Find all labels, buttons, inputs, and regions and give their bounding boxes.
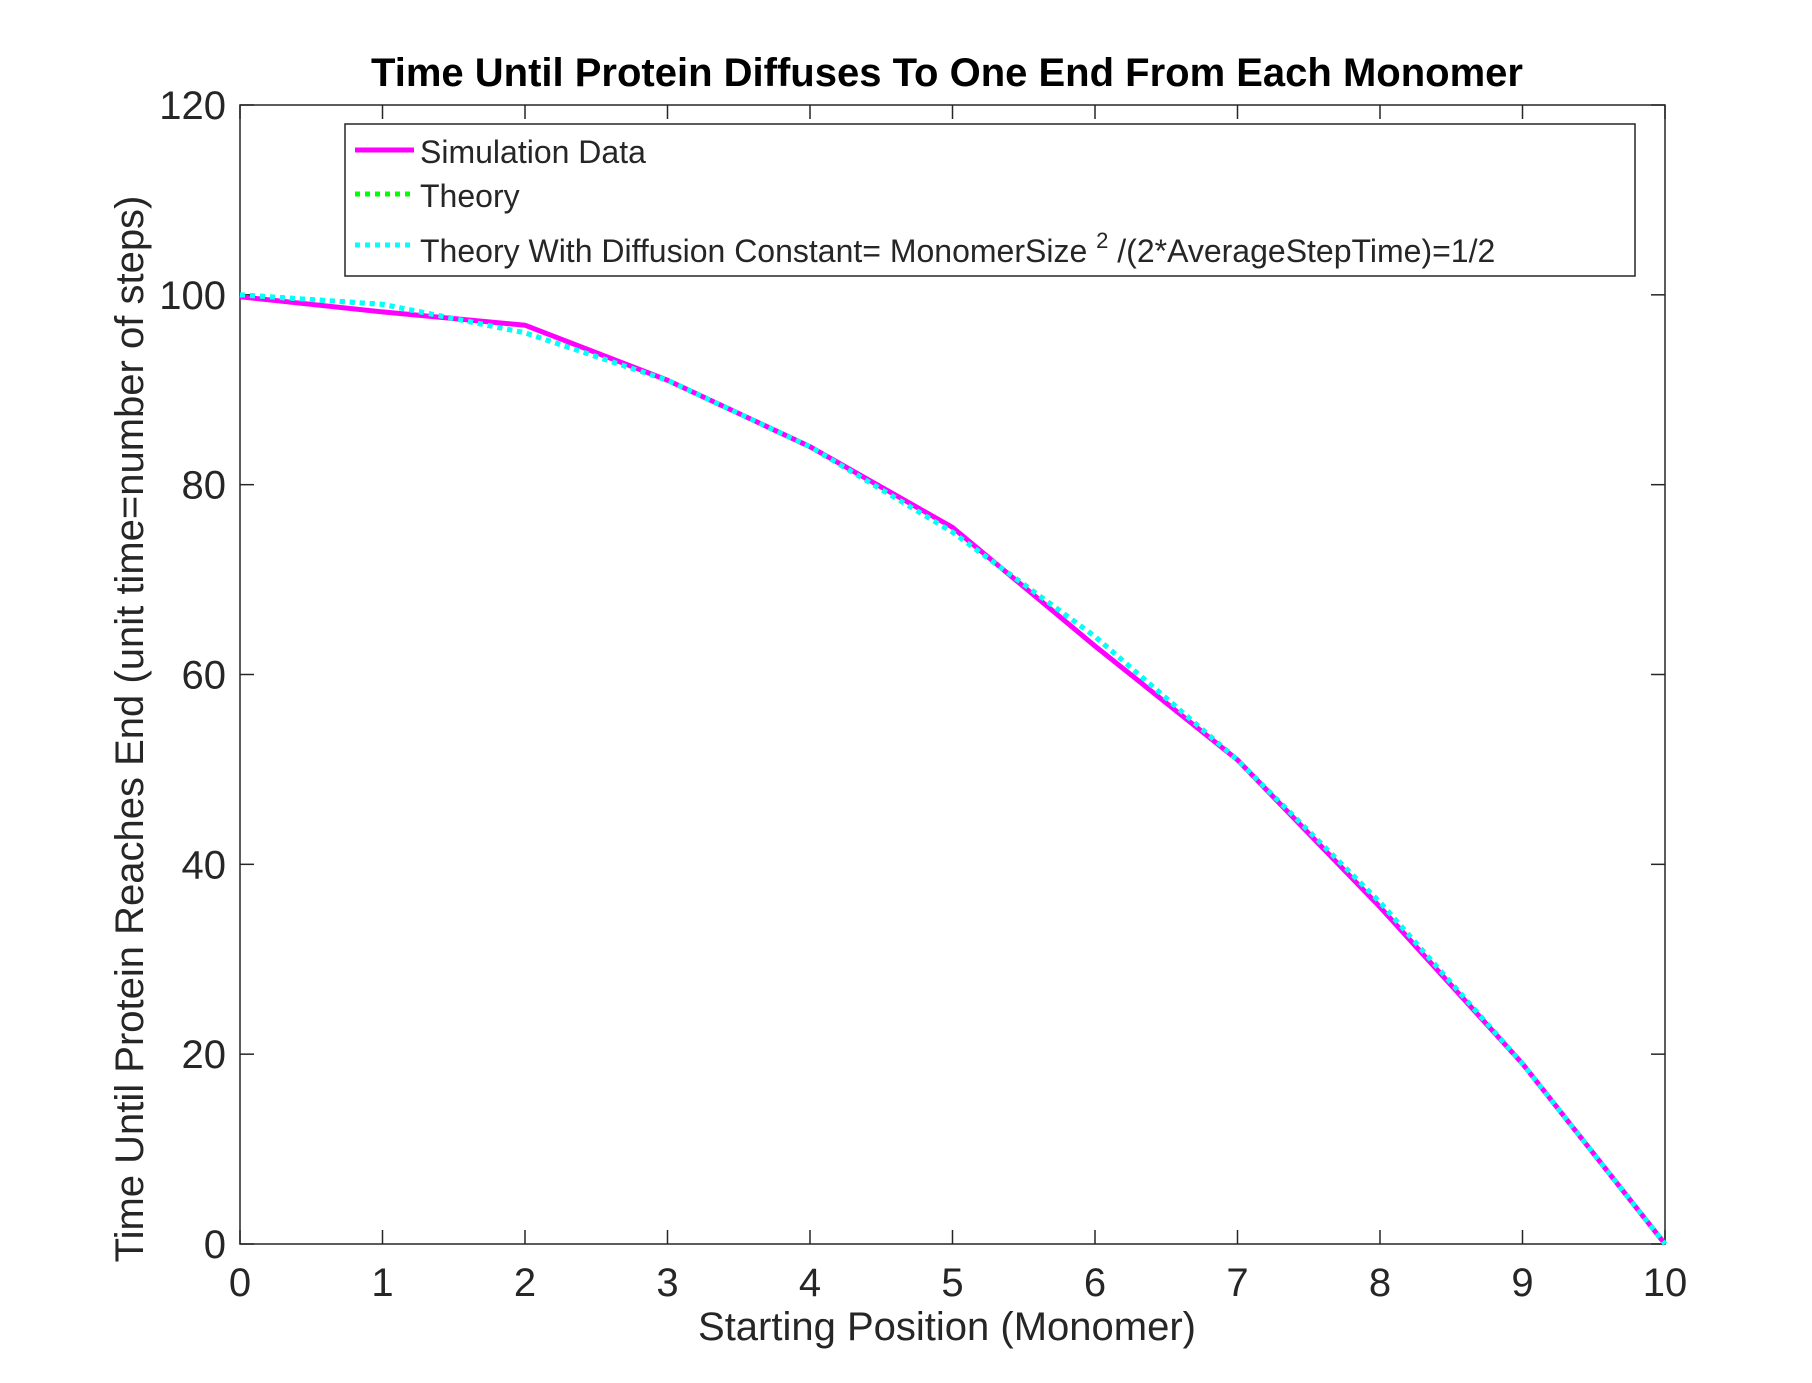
y-tick-label: 100 [159,274,226,318]
legend-label-theory-diffusion-rest: /(2*AverageStepTime)=1/2 [1117,233,1495,269]
chart-title: Time Until Protein Diffuses To One End F… [371,51,1523,95]
series-theory-diffusion [239,292,1667,1246]
x-tick-label: 9 [1511,1261,1533,1305]
x-axis-label: Starting Position (Monomer) [698,1305,1196,1349]
y-tick-label: 120 [159,84,226,128]
y-tick-label: 0 [204,1223,226,1267]
y-tick-label: 60 [182,654,227,698]
legend-box [344,123,1636,277]
legend-entry-simulation: Simulation Data [355,134,646,170]
x-tick-label: 3 [656,1261,678,1305]
x-tick-label: 1 [371,1261,393,1305]
legend-entry-theory: Theory [355,178,520,214]
legend-label-theory-diffusion: Theory With Diffusion Constant= MonomerS… [420,219,1495,269]
legend-label-theory-diffusion-superscript: 2 [1096,228,1108,253]
y-axis-label: Time Until Protein Reaches End (unit tim… [108,196,152,1263]
legend-entry-theory-diffusion: Theory With Diffusion Constant= MonomerS… [355,219,1495,269]
x-tick-label: 8 [1369,1261,1391,1305]
plot-series [239,292,1667,1246]
x-tick-label: 2 [514,1261,536,1305]
x-tick-label: 0 [229,1261,251,1305]
x-tick-label: 10 [1643,1261,1688,1305]
y-tick-label: 40 [182,843,227,887]
legend-label-simulation: Simulation Data [420,134,646,170]
x-tick-label: 7 [1226,1261,1248,1305]
y-tick-label: 20 [182,1033,227,1077]
y-tick-label: 80 [182,464,227,508]
x-tick-label: 4 [799,1261,821,1305]
x-tick-label: 5 [941,1261,963,1305]
legend-label-theory: Theory [420,178,520,214]
x-tick-label: 6 [1084,1261,1106,1305]
legend: Simulation Data Theory Theory With Diffu… [344,123,1636,277]
legend-label-theory-diffusion-main: Theory With Diffusion Constant= MonomerS… [420,233,1087,269]
